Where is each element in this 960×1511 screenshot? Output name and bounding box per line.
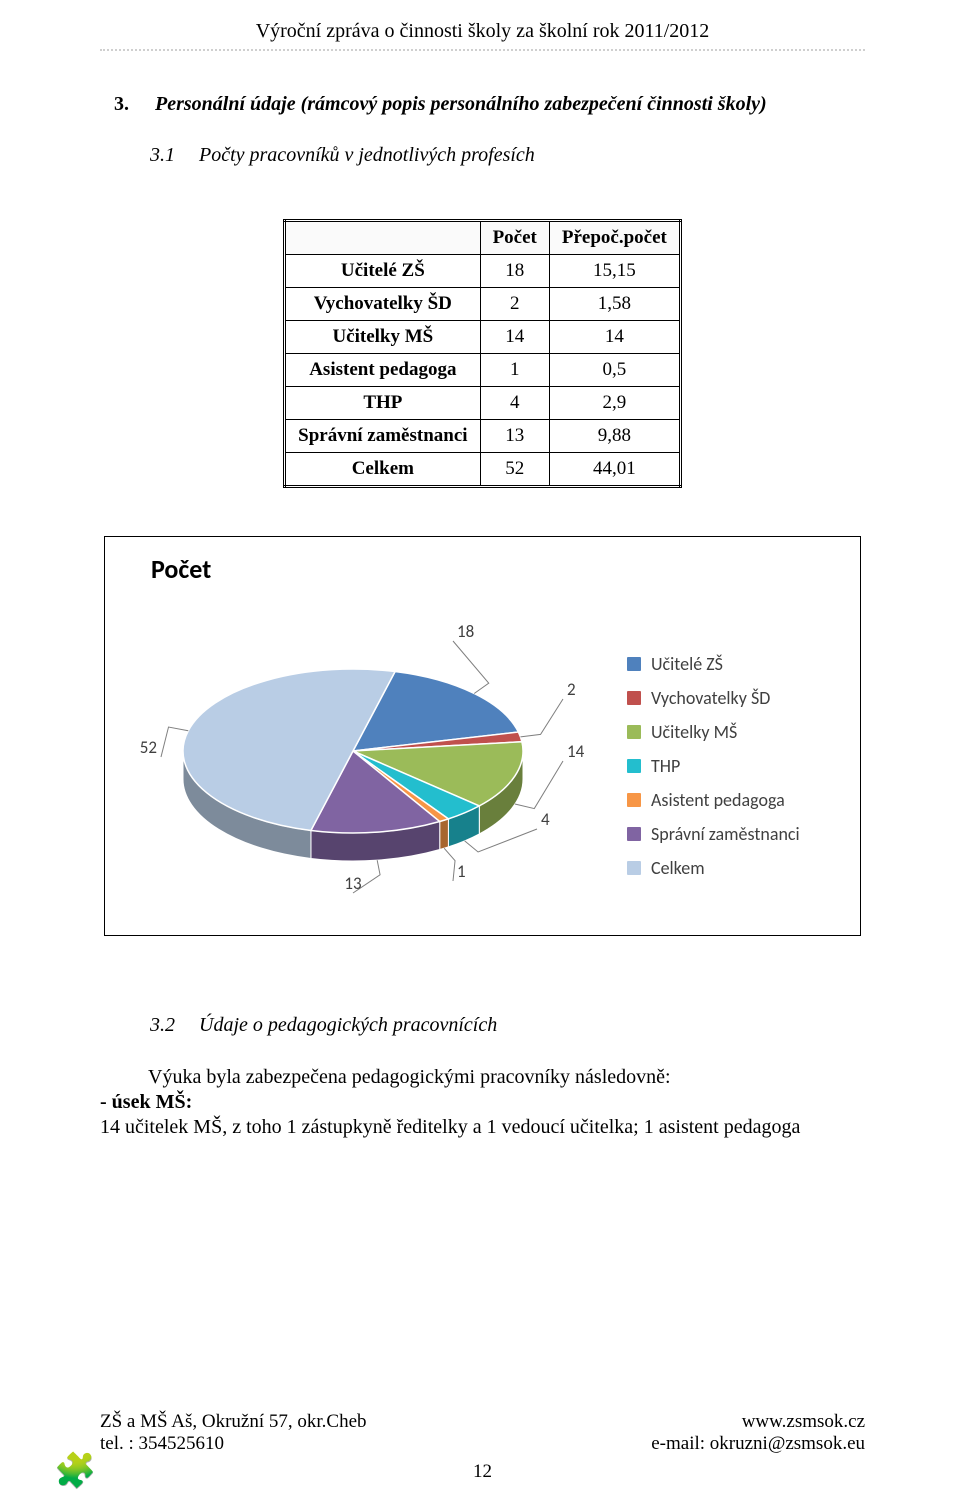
table-body: Učitelé ZŠ1815,15Vychovatelky ŠD21,58Uči…: [285, 255, 681, 487]
row-count: 18: [480, 255, 549, 288]
section-3-1-title: Počty pracovníků v jednotlivých profesíc…: [199, 144, 535, 167]
row-label: Správní zaměstnanci: [285, 420, 480, 453]
staff-table: Počet Přepoč.počet Učitelé ZŠ1815,15Vych…: [283, 219, 682, 488]
section-3-heading: 3. Personální údaje (rámcový popis perso…: [114, 93, 865, 116]
row-label: Asistent pedagoga: [285, 354, 480, 387]
row-label: Učitelé ZŠ: [285, 255, 480, 288]
table-row: Vychovatelky ŠD21,58: [285, 288, 681, 321]
body-line-3: 14 učitelek MŠ, z toho 1 zástupkyně ředi…: [100, 1116, 800, 1138]
footer-row-1: ZŠ a MŠ Aš, Okružní 57, okr.Cheb www.zsm…: [100, 1411, 865, 1433]
legend-swatch: [627, 759, 641, 773]
chart-title: Počet: [151, 553, 842, 585]
legend-label: THP: [651, 755, 680, 777]
table-row: Učitelky MŠ1414: [285, 321, 681, 354]
table-row: Správní zaměstnanci139,88: [285, 420, 681, 453]
footer-left-2: tel. : 354525610: [100, 1433, 224, 1455]
footer-left-1: ZŠ a MŠ Aš, Okružní 57, okr.Cheb: [100, 1411, 367, 1433]
row-label: THP: [285, 387, 480, 420]
footer-row-2: tel. : 354525610 e-mail: okruzni@zsmsok.…: [100, 1433, 865, 1455]
page: Výroční zpráva o činnosti školy za školn…: [0, 0, 960, 1511]
table-row: Učitelé ZŠ1815,15: [285, 255, 681, 288]
th-blank: [285, 221, 480, 255]
row-count: 52: [480, 453, 549, 487]
svg-text:13: 13: [344, 873, 361, 894]
svg-text:52: 52: [140, 737, 157, 758]
footer-logo-icon: 🧩: [54, 1455, 96, 1489]
section-3-2-heading: 3.2 Údaje o pedagogických pracovnících: [150, 1014, 865, 1037]
pie-chart: 18 2 14 4 1 13 52: [123, 611, 603, 911]
svg-text:4: 4: [541, 809, 550, 830]
row-fte: 14: [549, 321, 680, 354]
table-row: Asistent pedagoga10,5: [285, 354, 681, 387]
legend-label: Učitelky MŠ: [651, 721, 737, 743]
legend-item: Vychovatelky ŠD: [627, 687, 800, 709]
row-count: 2: [480, 288, 549, 321]
row-count: 4: [480, 387, 549, 420]
chart-body: 18214411352 Učitelé ZŠVychovatelky ŠDUči…: [123, 611, 842, 911]
header-rule: [100, 49, 865, 51]
legend-item: Učitelky MŠ: [627, 721, 800, 743]
legend-swatch: [627, 691, 641, 705]
legend-item: Správní zaměstnanci: [627, 823, 800, 845]
body-line-1: Výuka byla zabezpečena pedagogickými pra…: [148, 1066, 671, 1088]
svg-text:18: 18: [457, 621, 474, 642]
table-row: THP42,9: [285, 387, 681, 420]
section-3-2-body: Výuka byla zabezpečena pedagogickými pra…: [100, 1065, 865, 1140]
legend-swatch: [627, 657, 641, 671]
legend-label: Celkem: [651, 857, 705, 879]
running-header: Výroční zpráva o činnosti školy za školn…: [100, 20, 865, 43]
th-fte: Přepoč.počet: [549, 221, 680, 255]
legend-swatch: [627, 725, 641, 739]
section-3-title: Personální údaje (rámcový popis personál…: [155, 93, 865, 116]
footer-right-1: www.zsmsok.cz: [742, 1411, 865, 1433]
staff-table-wrap: Počet Přepoč.počet Učitelé ZŠ1815,15Vych…: [100, 219, 865, 488]
legend-label: Vychovatelky ŠD: [651, 687, 770, 709]
legend-swatch: [627, 827, 641, 841]
page-number: 12: [100, 1461, 865, 1483]
chart-legend: Učitelé ZŠ Vychovatelky ŠD Učitelky MŠ THP A…: [627, 653, 800, 879]
footer-right-2: e-mail: okruzni@zsmsok.eu: [651, 1433, 865, 1455]
table-header-row: Počet Přepoč.počet: [285, 221, 681, 255]
row-fte: 44,01: [549, 453, 680, 487]
row-label: Celkem: [285, 453, 480, 487]
legend-item: Celkem: [627, 857, 800, 879]
row-label: Vychovatelky ŠD: [285, 288, 480, 321]
chart-panel: Počet 18 2 14 4 1 13 52 Učitelé ZŠ Vychovatelky…: [104, 536, 861, 936]
legend-label: Učitelé ZŠ: [651, 653, 723, 675]
row-count: 1: [480, 354, 549, 387]
legend-swatch: [627, 793, 641, 807]
legend-label: Asistent pedagoga: [651, 789, 785, 811]
svg-text:2: 2: [567, 679, 576, 700]
table-row: Celkem5244,01: [285, 453, 681, 487]
section-3-number: 3.: [114, 93, 129, 116]
section-3-2-number: 3.2: [150, 1014, 175, 1037]
legend-item: Asistent pedagoga: [627, 789, 800, 811]
row-count: 13: [480, 420, 549, 453]
row-fte: 9,88: [549, 420, 680, 453]
page-footer: 🧩 ZŠ a MŠ Aš, Okružní 57, okr.Cheb www.z…: [100, 1411, 865, 1483]
svg-text:14: 14: [567, 741, 585, 762]
legend-label: Správní zaměstnanci: [651, 823, 800, 845]
row-fte: 15,15: [549, 255, 680, 288]
row-count: 14: [480, 321, 549, 354]
section-3-1-number: 3.1: [150, 144, 175, 167]
legend-item: THP: [627, 755, 800, 777]
section-3-1-heading: 3.1 Počty pracovníků v jednotlivých prof…: [150, 144, 865, 167]
row-fte: 0,5: [549, 354, 680, 387]
row-label: Učitelky MŠ: [285, 321, 480, 354]
section-3-2-title: Údaje o pedagogických pracovnících: [199, 1014, 497, 1037]
row-fte: 1,58: [549, 288, 680, 321]
body-line-2: - úsek MŠ:: [100, 1091, 192, 1113]
svg-text:1: 1: [457, 861, 466, 882]
row-fte: 2,9: [549, 387, 680, 420]
th-count: Počet: [480, 221, 549, 255]
legend-item: Učitelé ZŠ: [627, 653, 800, 675]
legend-swatch: [627, 861, 641, 875]
